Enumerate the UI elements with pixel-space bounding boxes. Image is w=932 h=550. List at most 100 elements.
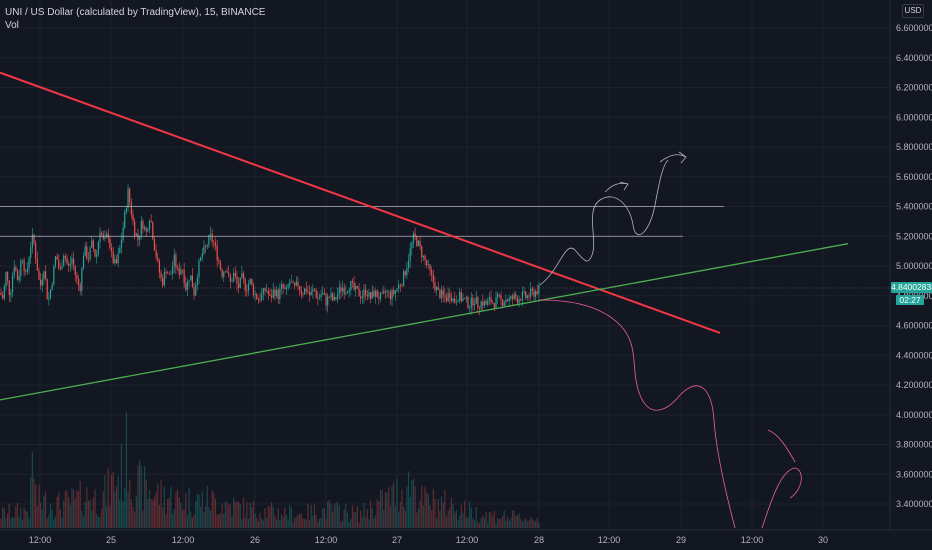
bullish-arrow-head-2[interactable] — [659, 151, 687, 164]
time-tick-label: 25 — [106, 535, 116, 545]
volume-bar — [91, 510, 93, 528]
candle-body — [460, 292, 462, 301]
volume-bar — [497, 517, 499, 528]
candle-body — [442, 290, 444, 296]
volume-bar — [355, 512, 357, 528]
candle-body — [391, 289, 393, 300]
volume-indicator-label[interactable]: Vol — [5, 20, 19, 31]
candle-body — [143, 227, 146, 230]
candle-body — [406, 268, 408, 276]
candle-body — [129, 188, 131, 203]
volume-bar — [325, 519, 327, 528]
candle-body — [92, 240, 94, 250]
candle-body — [153, 239, 156, 251]
resistance-trendline[interactable] — [0, 71, 721, 334]
volume-bar — [424, 486, 426, 528]
candle-body — [41, 279, 43, 286]
volume-bar — [416, 512, 418, 528]
candle-body — [11, 275, 14, 293]
volume-bar — [398, 512, 400, 528]
volume-bar — [242, 497, 245, 528]
volume-bar — [462, 512, 464, 528]
volume-bar — [139, 460, 141, 528]
candle-body — [226, 271, 228, 273]
volume-bar — [38, 484, 40, 528]
candle-body — [452, 298, 454, 301]
volume-bar — [219, 513, 222, 528]
bearish-brush-path[interactable] — [539, 299, 736, 529]
drawings[interactable] — [0, 71, 849, 529]
candle-body — [104, 237, 106, 239]
volume-bar — [284, 507, 286, 528]
volume-bar — [487, 523, 489, 528]
bearish-brush-tail[interactable] — [761, 429, 802, 529]
current-price-badge: 4.84002833 — [891, 282, 932, 293]
candle-body — [76, 274, 78, 279]
bullish-brush-path[interactable] — [539, 159, 669, 286]
volume-bar — [508, 520, 510, 528]
volume-bar — [195, 500, 197, 528]
volume-bar — [10, 518, 12, 528]
candle-body — [274, 289, 276, 297]
candle-body — [99, 232, 101, 243]
volume-bar — [267, 505, 269, 528]
volume-bar — [407, 471, 410, 528]
candle-body — [13, 267, 15, 276]
candle-body — [180, 269, 182, 275]
candle-body — [498, 294, 500, 296]
volume-bar — [152, 500, 154, 528]
candle-body — [521, 291, 523, 301]
volume-bar — [259, 512, 261, 528]
candle-body — [322, 292, 324, 295]
candle-body — [388, 291, 390, 292]
volume-bar — [40, 502, 42, 528]
volume-bar — [337, 501, 339, 528]
volume-bar — [53, 519, 55, 528]
volume-bar — [279, 519, 281, 528]
candle-body — [266, 290, 268, 292]
volume-bar — [308, 520, 311, 528]
candle-body — [205, 246, 207, 248]
price-tick-label: 5.60000000 — [896, 172, 932, 182]
volume-bar — [112, 472, 114, 528]
currency-button[interactable]: USD — [902, 4, 924, 18]
volume-bar — [208, 507, 210, 528]
volume-bar — [107, 467, 109, 528]
volume-bar — [25, 510, 27, 528]
volume-bar — [101, 508, 103, 528]
volume-bar — [36, 505, 38, 528]
candle-body — [284, 287, 286, 289]
candle-body — [122, 227, 124, 240]
volume-bar — [493, 511, 495, 528]
candle-body — [508, 298, 510, 302]
volume-bar — [86, 487, 88, 528]
price-axis[interactable]: 6.60000000 6.40000000 6.20000000 6.00000000… — [896, 23, 932, 509]
candle-body — [487, 300, 489, 305]
candle-body — [31, 234, 33, 248]
volume-bar — [361, 517, 363, 528]
candle-body — [56, 256, 58, 260]
volume-bar — [282, 516, 284, 528]
volume-bar — [262, 520, 264, 528]
volume-bar — [440, 496, 443, 528]
time-axis[interactable]: 12:00 25 12:00 26 12:00 27 12:00 28 12:00 29 12:00… — [29, 535, 828, 545]
price-tick-label: 3.80000000 — [896, 440, 932, 450]
candle-body — [203, 246, 205, 254]
candle-body — [432, 274, 434, 283]
candle-body — [450, 297, 453, 301]
candle-body — [54, 256, 57, 266]
bullish-arrow-head-1[interactable] — [604, 181, 629, 193]
symbol-title[interactable]: UNI / US Dollar (calculated by TradingVi… — [5, 7, 266, 18]
candle-body — [30, 247, 32, 258]
candle-body — [176, 267, 179, 269]
candle-body — [190, 275, 192, 281]
support-trendline[interactable] — [0, 243, 849, 401]
volume-bar — [332, 511, 334, 528]
candle-body — [238, 283, 240, 288]
candle-body — [21, 260, 24, 262]
volume-bar — [266, 518, 268, 528]
volume-bar — [295, 517, 297, 528]
volume-bar — [68, 496, 70, 528]
volume-bar — [198, 494, 200, 528]
